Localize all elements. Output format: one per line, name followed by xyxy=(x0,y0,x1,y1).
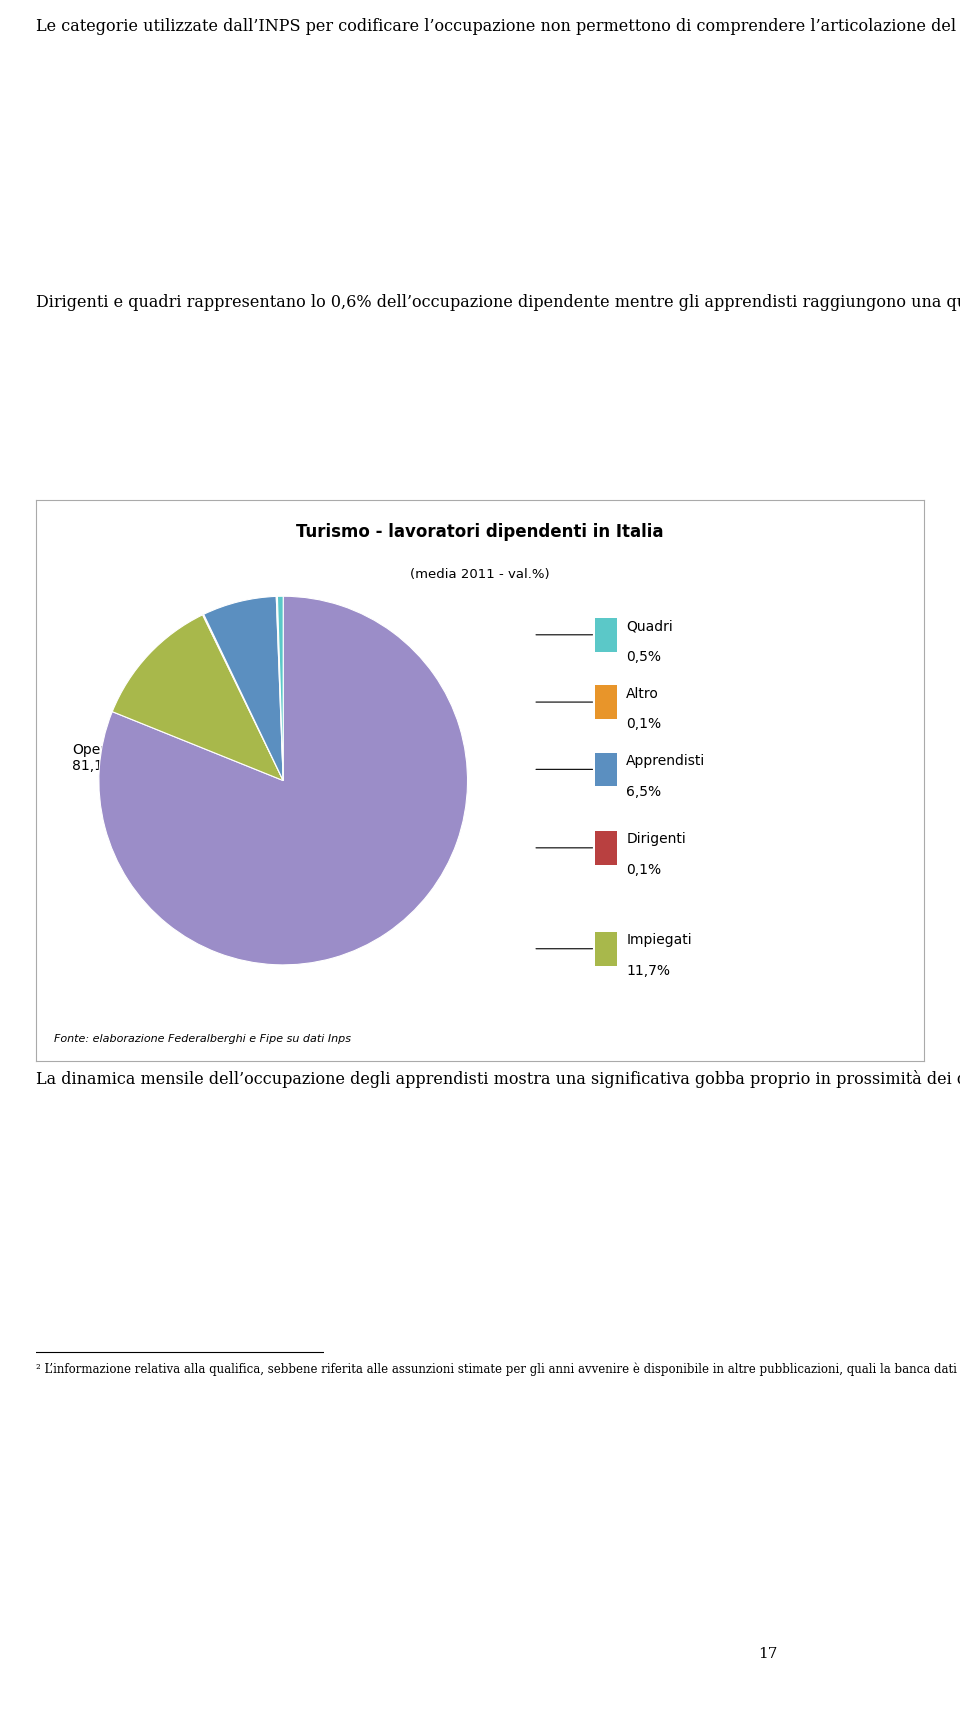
Text: Dirigenti: Dirigenti xyxy=(626,833,686,847)
Text: (media 2011 - val.%): (media 2011 - val.%) xyxy=(410,568,550,581)
Text: Impiegati: Impiegati xyxy=(626,933,692,947)
Text: 6,5%: 6,5% xyxy=(626,785,661,799)
Text: 17: 17 xyxy=(758,1647,778,1661)
Text: 0,1%: 0,1% xyxy=(626,718,661,731)
Text: 0,5%: 0,5% xyxy=(626,650,661,664)
Wedge shape xyxy=(204,597,283,780)
Text: Altro: Altro xyxy=(626,687,660,700)
Wedge shape xyxy=(276,597,283,780)
Text: Le categorie utilizzate dall’INPS per codificare l’occupazione non permettono di: Le categorie utilizzate dall’INPS per co… xyxy=(36,17,960,34)
Text: La dinamica mensile dell’occupazione degli apprendisti mostra una significativa : La dinamica mensile dell’occupazione deg… xyxy=(36,1070,960,1087)
FancyBboxPatch shape xyxy=(595,685,617,719)
Wedge shape xyxy=(203,614,283,780)
FancyBboxPatch shape xyxy=(595,752,617,787)
Text: Operai
81,1%: Operai 81,1% xyxy=(72,743,260,802)
Text: 0,1%: 0,1% xyxy=(626,862,661,878)
Wedge shape xyxy=(112,614,283,780)
Wedge shape xyxy=(99,597,468,964)
Text: Dirigenti e quadri rappresentano lo 0,6% dell’occupazione dipendente mentre gli : Dirigenti e quadri rappresentano lo 0,6%… xyxy=(36,293,960,310)
Text: Apprendisti: Apprendisti xyxy=(626,754,706,768)
Text: Quadri: Quadri xyxy=(626,619,673,633)
FancyBboxPatch shape xyxy=(595,831,617,864)
Text: Fonte: elaborazione Federalberghi e Fipe su dati Inps: Fonte: elaborazione Federalberghi e Fipe… xyxy=(54,1033,351,1044)
Text: Turismo - lavoratori dipendenti in Italia: Turismo - lavoratori dipendenti in Itali… xyxy=(297,523,663,540)
Text: 11,7%: 11,7% xyxy=(626,964,670,978)
FancyBboxPatch shape xyxy=(595,618,617,652)
Wedge shape xyxy=(277,597,283,780)
FancyBboxPatch shape xyxy=(595,932,617,966)
Text: ² L’informazione relativa alla qualifica, sebbene riferita alle assunzioni stima: ² L’informazione relativa alla qualifica… xyxy=(36,1363,960,1377)
